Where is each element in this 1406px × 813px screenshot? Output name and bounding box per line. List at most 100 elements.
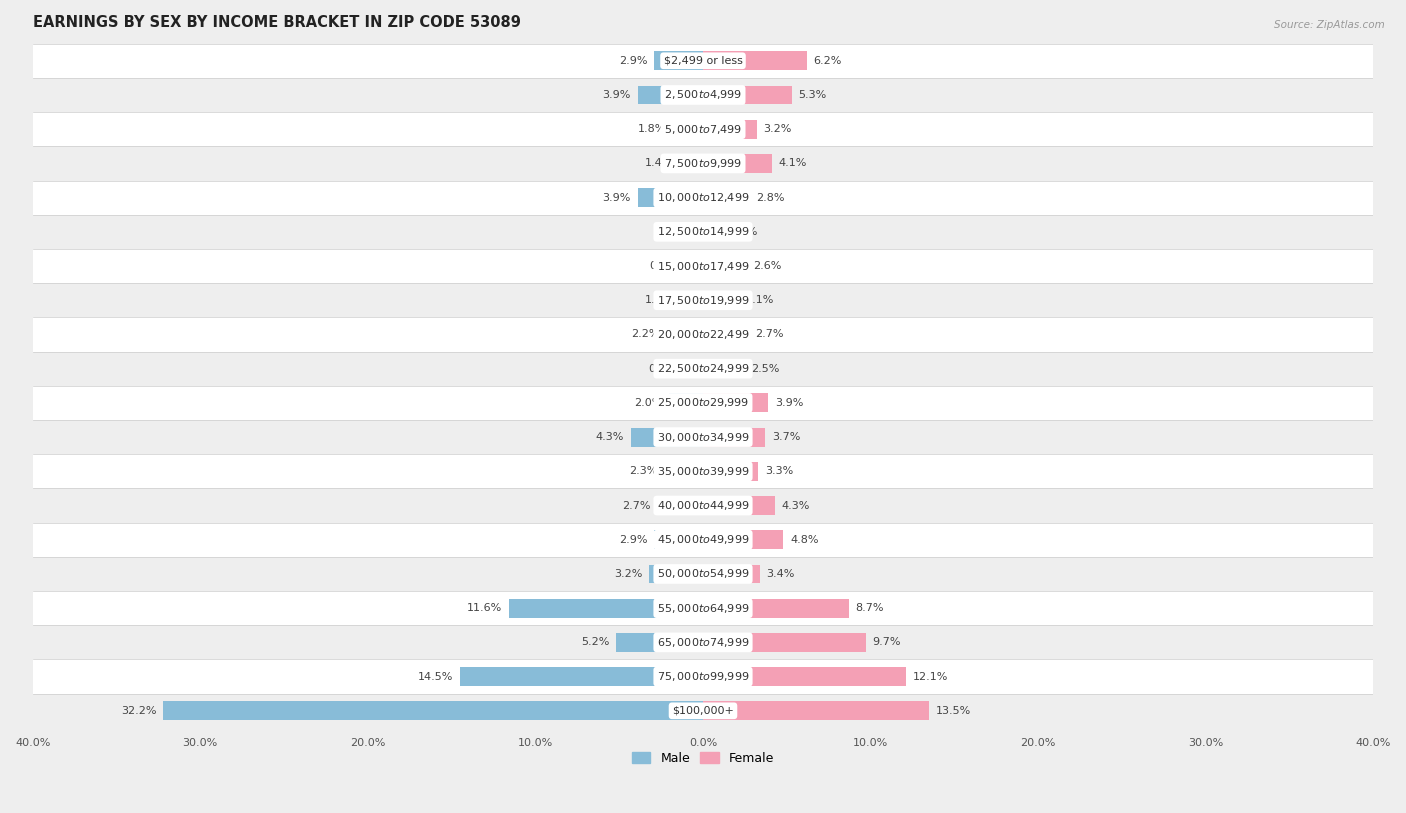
Bar [163, 702, 703, 720]
Bar [703, 598, 849, 618]
Bar [32, 557, 1374, 591]
Bar [703, 564, 761, 584]
Text: 2.8%: 2.8% [756, 193, 785, 202]
Text: 8.7%: 8.7% [855, 603, 884, 613]
Text: 3.3%: 3.3% [765, 467, 793, 476]
Text: 2.5%: 2.5% [752, 363, 780, 374]
Bar [679, 154, 703, 173]
Text: $10,000 to $12,499: $10,000 to $12,499 [657, 191, 749, 204]
Text: $55,000 to $64,999: $55,000 to $64,999 [657, 602, 749, 615]
Text: 4.3%: 4.3% [596, 432, 624, 442]
Text: $22,500 to $24,999: $22,500 to $24,999 [657, 362, 749, 375]
Text: $5,000 to $7,499: $5,000 to $7,499 [664, 123, 742, 136]
Bar [32, 693, 1374, 728]
Text: 3.9%: 3.9% [603, 193, 631, 202]
Bar [703, 120, 756, 138]
Text: 3.4%: 3.4% [766, 569, 794, 579]
Text: 2.3%: 2.3% [630, 467, 658, 476]
Bar [703, 325, 748, 344]
Text: 4.3%: 4.3% [782, 501, 810, 511]
Bar [32, 215, 1374, 249]
Text: 12.1%: 12.1% [912, 672, 948, 681]
Bar [703, 291, 738, 310]
Text: 3.9%: 3.9% [603, 90, 631, 100]
Bar [692, 257, 703, 276]
Text: 3.2%: 3.2% [614, 569, 643, 579]
Bar [654, 530, 703, 549]
Bar [703, 393, 768, 412]
Text: 3.2%: 3.2% [763, 124, 792, 134]
Text: 2.9%: 2.9% [619, 535, 648, 545]
Bar [32, 386, 1374, 420]
Bar [32, 351, 1374, 386]
Bar [669, 393, 703, 412]
Text: $17,500 to $19,999: $17,500 to $19,999 [657, 293, 749, 307]
Bar [690, 359, 703, 378]
Text: EARNINGS BY SEX BY INCOME BRACKET IN ZIP CODE 53089: EARNINGS BY SEX BY INCOME BRACKET IN ZIP… [32, 15, 520, 30]
Bar [703, 667, 905, 686]
Text: $100,000+: $100,000+ [672, 706, 734, 715]
Text: 2.6%: 2.6% [754, 261, 782, 271]
Bar [703, 257, 747, 276]
Bar [32, 523, 1374, 557]
Text: 1.8%: 1.8% [638, 124, 666, 134]
Bar [703, 462, 758, 480]
Text: 1.4%: 1.4% [644, 295, 673, 305]
Text: 4.8%: 4.8% [790, 535, 818, 545]
Text: 32.2%: 32.2% [121, 706, 156, 715]
Text: $35,000 to $39,999: $35,000 to $39,999 [657, 465, 749, 478]
Bar [32, 420, 1374, 454]
Bar [32, 146, 1374, 180]
Text: 2.9%: 2.9% [619, 56, 648, 66]
Text: 5.2%: 5.2% [581, 637, 609, 647]
Bar [650, 564, 703, 584]
Text: 5.3%: 5.3% [799, 90, 827, 100]
Bar [679, 291, 703, 310]
Text: $7,500 to $9,999: $7,500 to $9,999 [664, 157, 742, 170]
Bar [666, 325, 703, 344]
Bar [616, 633, 703, 652]
Bar [703, 633, 866, 652]
Text: 1.2%: 1.2% [730, 227, 758, 237]
Legend: Male, Female: Male, Female [627, 746, 779, 770]
Text: 4.1%: 4.1% [779, 159, 807, 168]
Bar [32, 625, 1374, 659]
Text: 2.1%: 2.1% [745, 295, 773, 305]
Text: 2.7%: 2.7% [755, 329, 783, 340]
Text: $2,499 or less: $2,499 or less [664, 56, 742, 66]
Bar [32, 44, 1374, 78]
Bar [703, 223, 723, 241]
Bar [673, 120, 703, 138]
Bar [32, 112, 1374, 146]
Bar [703, 85, 792, 104]
Text: Source: ZipAtlas.com: Source: ZipAtlas.com [1274, 20, 1385, 30]
Text: $2,500 to $4,999: $2,500 to $4,999 [664, 89, 742, 102]
Text: $50,000 to $54,999: $50,000 to $54,999 [657, 567, 749, 580]
Bar [696, 223, 703, 241]
Text: 0.38%: 0.38% [655, 227, 690, 237]
Bar [460, 667, 703, 686]
Text: $15,000 to $17,499: $15,000 to $17,499 [657, 259, 749, 272]
Bar [703, 428, 765, 446]
Bar [703, 154, 772, 173]
Bar [32, 659, 1374, 693]
Bar [32, 283, 1374, 317]
Text: 1.4%: 1.4% [644, 159, 673, 168]
Bar [638, 189, 703, 207]
Bar [32, 180, 1374, 215]
Bar [703, 530, 783, 549]
Bar [631, 428, 703, 446]
Bar [509, 598, 703, 618]
Text: $30,000 to $34,999: $30,000 to $34,999 [657, 431, 749, 444]
Text: $20,000 to $22,499: $20,000 to $22,499 [657, 328, 749, 341]
Text: 14.5%: 14.5% [418, 672, 453, 681]
Text: 3.9%: 3.9% [775, 398, 803, 408]
Text: $40,000 to $44,999: $40,000 to $44,999 [657, 499, 749, 512]
Text: 2.2%: 2.2% [631, 329, 659, 340]
Text: $12,500 to $14,999: $12,500 to $14,999 [657, 225, 749, 238]
Bar [658, 496, 703, 515]
Bar [32, 591, 1374, 625]
Text: 3.7%: 3.7% [772, 432, 800, 442]
Bar [638, 85, 703, 104]
Text: 0.74%: 0.74% [648, 363, 683, 374]
